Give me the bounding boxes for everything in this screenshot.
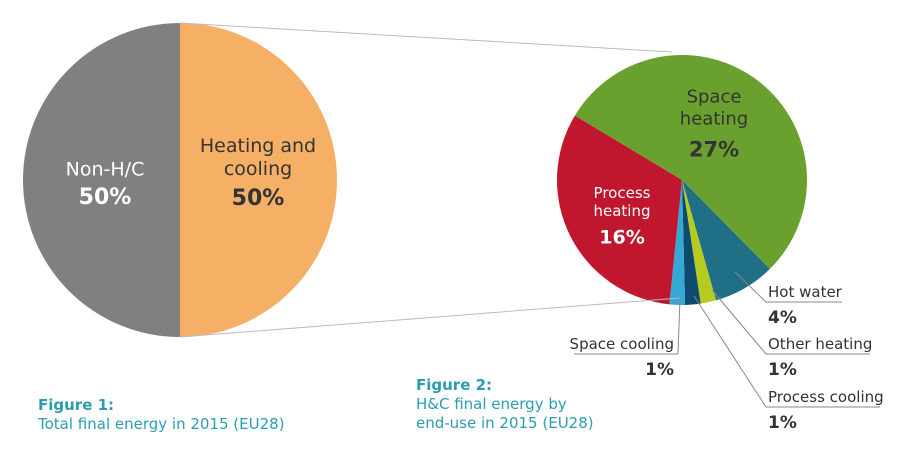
caption-1: Figure 1: Total final energy in 2015 (EU… (38, 396, 285, 434)
slice-label: Other heating (768, 335, 873, 353)
slice-label: Space cooling (569, 335, 674, 353)
connector-line (179, 22, 673, 53)
slice-label: Process heating (593, 184, 651, 220)
value-label: 27% (688, 137, 740, 162)
value-label: 1% (645, 359, 674, 380)
value-label: 4% (768, 307, 797, 328)
pie-slice (23, 23, 180, 337)
leader-line (734, 271, 842, 303)
figure-subtitle: H&C final energy by end-use in 2015 (EU2… (416, 394, 594, 432)
value-label: 50% (231, 185, 285, 211)
leader-lines (574, 271, 880, 408)
pie-slice (557, 115, 682, 305)
slice-label: Hot water (768, 283, 842, 301)
slice-label: Process cooling (768, 388, 884, 406)
pie-slice (669, 180, 686, 305)
pie-slice (682, 180, 717, 304)
figure-title: Figure 1: (38, 396, 115, 414)
slice-label: Heating and cooling (199, 135, 317, 180)
leader-line (574, 297, 681, 355)
pie-slice (682, 180, 770, 301)
connector-line (179, 297, 681, 338)
value-label: 16% (599, 226, 645, 249)
figure-title: Figure 2: (416, 376, 493, 394)
figure-subtitle: Total final energy in 2015 (EU28) (38, 414, 285, 433)
slice-label: Space heating (679, 86, 749, 129)
leader-line (693, 295, 880, 408)
pie-slice (682, 180, 701, 305)
pie-slice (180, 23, 337, 337)
leader-line (711, 289, 870, 355)
value-label: 1% (768, 412, 797, 433)
pie-slice (574, 55, 807, 270)
value-label: 50% (78, 184, 132, 210)
caption-2: Figure 2: H&C final energy by end-use in… (416, 376, 596, 432)
slice-label: Non-H/C (65, 158, 145, 181)
value-label: 1% (768, 359, 797, 380)
